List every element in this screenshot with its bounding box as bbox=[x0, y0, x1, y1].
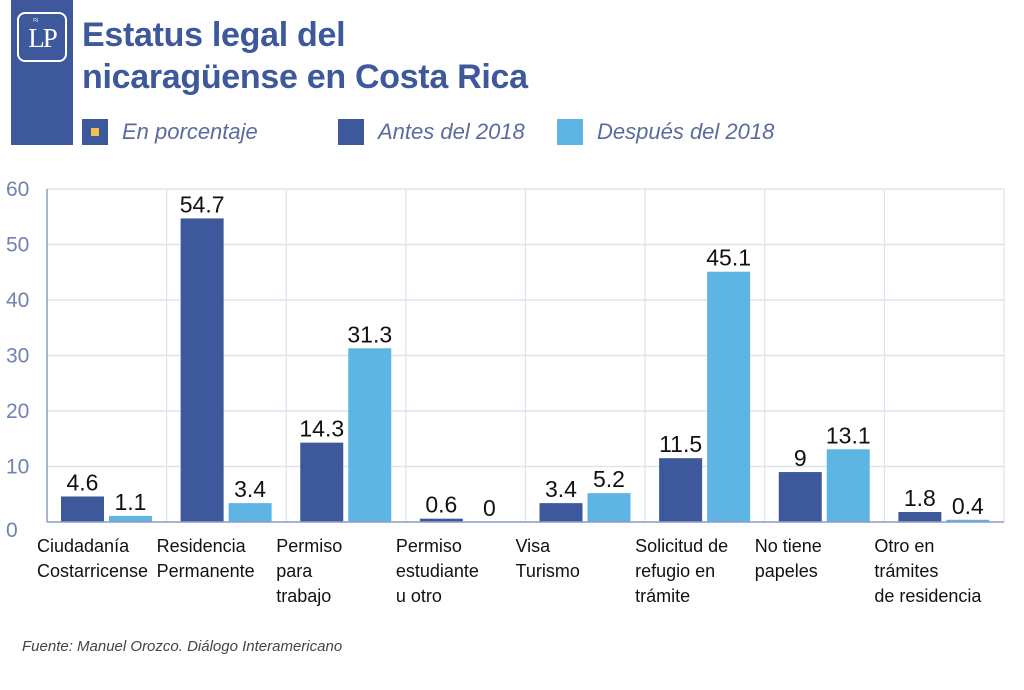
category-label-line: Visa bbox=[516, 536, 552, 556]
y-tick-label: 10 bbox=[6, 456, 29, 479]
bar-before-2018 bbox=[419, 518, 463, 522]
legend-before-label: Antes del 2018 bbox=[378, 119, 525, 144]
category-label-line: estudiante bbox=[396, 561, 479, 581]
value-label: 1.8 bbox=[904, 485, 936, 511]
value-label: 3.4 bbox=[234, 476, 266, 502]
category-label: Residencia Permanente bbox=[157, 536, 255, 581]
value-label: 54.7 bbox=[180, 191, 225, 217]
category-label-line: Turismo bbox=[516, 561, 580, 581]
legend-before-swatch bbox=[338, 119, 364, 145]
bar-after-2018 bbox=[348, 348, 392, 522]
chart-title: Estatus legal del nicaragüense en Costa … bbox=[82, 14, 528, 98]
legend-after: Después del 2018 bbox=[557, 118, 774, 146]
bar-after-2018 bbox=[707, 271, 751, 522]
bar-before-2018 bbox=[61, 496, 104, 522]
value-label: 3.4 bbox=[545, 476, 577, 502]
category-label-line: trámites bbox=[874, 561, 938, 581]
category-label-line: Solicitud de bbox=[635, 536, 728, 556]
category-label-line: Otro en bbox=[874, 536, 934, 556]
category-label-line: Permiso bbox=[276, 536, 342, 556]
legend-after-swatch bbox=[557, 119, 583, 145]
category-label-line: Ciudadanía bbox=[37, 536, 130, 556]
category-label: Permiso estudiante u otro bbox=[396, 536, 479, 606]
legend-unit-swatch bbox=[82, 119, 108, 145]
category-label-line: para bbox=[276, 561, 313, 581]
category-label-line: Permanente bbox=[157, 561, 255, 581]
y-tick-label: 50 bbox=[6, 234, 29, 257]
y-tick-label: 60 bbox=[6, 178, 29, 201]
category-label-line: refugio en bbox=[635, 561, 715, 581]
value-label: 0.6 bbox=[425, 492, 457, 518]
bar-before-2018 bbox=[300, 442, 344, 522]
category-label-line: trabajo bbox=[276, 586, 331, 606]
value-label: 5.2 bbox=[593, 466, 625, 492]
value-label: 9 bbox=[794, 445, 807, 471]
value-label: 11.5 bbox=[659, 431, 702, 457]
bar-after-2018 bbox=[228, 503, 272, 522]
bar-after-2018 bbox=[826, 449, 870, 522]
category-label: Ciudadanía Costarricense bbox=[37, 536, 148, 581]
category-label-line: Residencia bbox=[157, 536, 247, 556]
legend-before: Antes del 2018 bbox=[338, 118, 525, 146]
legend-unit-label: En porcentaje bbox=[122, 119, 258, 144]
category-label-line: Permiso bbox=[396, 536, 462, 556]
bar-before-2018 bbox=[898, 512, 942, 522]
y-tick-label: 20 bbox=[6, 400, 29, 423]
bar-chart: 0 10 20 30 40 50 60 4.6 54.7 14.3 0.6 3.4 11.5 9 1.8 1… bbox=[6, 178, 1005, 606]
category-label: Visa Turismo bbox=[516, 536, 580, 581]
bar-before-2018 bbox=[539, 503, 583, 522]
category-label: Otro en trámites de residencia bbox=[874, 536, 982, 606]
value-label: 31.3 bbox=[347, 321, 392, 347]
category-label: Solicitud de refugio en trámite bbox=[635, 536, 728, 606]
bar-before-2018 bbox=[180, 218, 224, 522]
legend-unit-marker bbox=[91, 128, 99, 136]
logo: ≈ LP bbox=[17, 12, 67, 62]
y-tick-label: 0 bbox=[6, 519, 18, 542]
bar-after-2018 bbox=[109, 515, 152, 522]
bar-after-2018 bbox=[946, 519, 990, 522]
chart-title-line1: Estatus legal del bbox=[82, 16, 346, 54]
bar-before-2018 bbox=[778, 472, 822, 522]
value-label: 45.1 bbox=[706, 245, 751, 271]
axes bbox=[46, 189, 1004, 523]
legend-unit: En porcentaje bbox=[82, 118, 258, 146]
category-label-line: Costarricense bbox=[37, 561, 148, 581]
category-label-line: de residencia bbox=[874, 586, 982, 606]
category-label-line: papeles bbox=[755, 561, 818, 581]
y-axis-ticks: 0 10 20 30 40 50 60 bbox=[6, 178, 29, 542]
source-note: Fuente: Manuel Orozco. Diálogo Interamer… bbox=[22, 638, 343, 655]
logo-text: LP bbox=[28, 23, 57, 53]
value-labels: 4.6 54.7 14.3 0.6 3.4 11.5 9 1.8 1.1 3.4 31.3 0 5.2 4… bbox=[67, 191, 985, 521]
value-label: 4.6 bbox=[67, 469, 99, 495]
category-label: No tiene papeles bbox=[755, 536, 822, 581]
bar-after-2018 bbox=[587, 493, 631, 522]
bars bbox=[61, 218, 990, 522]
value-label: 0.4 bbox=[952, 493, 984, 519]
y-tick-label: 40 bbox=[6, 289, 29, 312]
bar-before-2018 bbox=[659, 458, 703, 522]
category-label-line: No tiene bbox=[755, 536, 822, 556]
category-labels: Ciudadanía Costarricense Residencia Permane… bbox=[37, 536, 982, 606]
category-label-line: u otro bbox=[396, 586, 442, 606]
value-label: 1.1 bbox=[115, 489, 147, 515]
value-label: 14.3 bbox=[299, 416, 344, 442]
category-label: Permiso para trabajo bbox=[276, 536, 342, 606]
logo-swoosh-icon: ≈ bbox=[33, 15, 39, 26]
legend-after-label: Después del 2018 bbox=[597, 119, 775, 144]
chart-title-line2: nicaragüense en Costa Rica bbox=[82, 58, 528, 96]
value-label: 13.1 bbox=[826, 422, 871, 448]
y-tick-label: 30 bbox=[6, 345, 29, 368]
category-label-line: trámite bbox=[635, 586, 690, 606]
brand-banner bbox=[11, 0, 73, 145]
value-label: 0 bbox=[483, 495, 496, 521]
